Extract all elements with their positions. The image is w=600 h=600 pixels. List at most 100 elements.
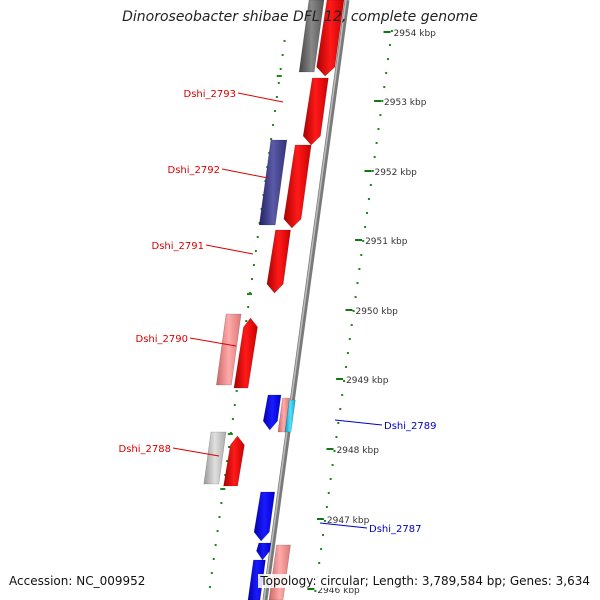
- gc-dot: [228, 446, 231, 448]
- gc-dot: [226, 460, 229, 462]
- gc-dot: [231, 418, 234, 420]
- gc-dot: [273, 110, 276, 112]
- leader-line: [334, 419, 383, 426]
- gene-label: Dshi_2793: [184, 89, 236, 100]
- cds-arrow: [302, 77, 329, 146]
- leader-line: [172, 447, 220, 457]
- gc-dot: [369, 184, 372, 186]
- scale-label: 2946 kbp: [317, 586, 360, 596]
- gc-dot: [383, 86, 386, 88]
- scale-label: 2954 kbp: [393, 29, 436, 39]
- gc-dot: [224, 474, 227, 476]
- scale-tick: [316, 518, 324, 520]
- gene-label: Dshi_2791: [152, 241, 204, 252]
- gc-dot: [352, 310, 355, 312]
- gc-dot: [385, 72, 388, 74]
- label-leaders: Dshi_2793 Dshi_2792 Dshi_2791 Dshi_2790 Dshi…: [119, 89, 437, 535]
- gc-dot: [387, 58, 390, 60]
- cds-arrow: [233, 317, 258, 389]
- gc-dot: [320, 548, 323, 550]
- gc-dash: [227, 433, 233, 435]
- genome-backbone: [262, 0, 350, 600]
- cds-arrow: [283, 144, 312, 229]
- gene-label: Dshi_2789: [384, 421, 436, 432]
- cds-arrow: [266, 229, 291, 294]
- gc-dot: [381, 100, 384, 102]
- scale-tick: [307, 588, 315, 590]
- gene-label: Dshi_2788: [119, 444, 171, 455]
- gc-dot: [367, 198, 370, 200]
- gc-dot: [256, 236, 259, 238]
- gc-dot: [377, 128, 380, 130]
- gc-dot: [325, 506, 328, 508]
- cds-arrow: [258, 139, 288, 226]
- gc-dot: [390, 30, 393, 32]
- cds-arrow: [284, 399, 296, 433]
- gc-dot: [254, 250, 257, 252]
- accession-text: Accession: NC_009952: [7, 574, 148, 588]
- gc-dot: [329, 478, 332, 480]
- scale-tick: [326, 448, 334, 450]
- gc-dot: [348, 338, 351, 340]
- gc-dot: [335, 436, 338, 438]
- gc-dash: [220, 488, 226, 490]
- cds-arrow: [203, 431, 227, 485]
- gc-dot: [235, 390, 238, 392]
- gc-dot: [375, 142, 378, 144]
- gc-dot: [314, 590, 317, 592]
- gc-dot: [339, 408, 342, 410]
- gc-dot: [210, 572, 213, 574]
- scale-tick: [336, 378, 344, 380]
- gc-dot: [214, 544, 217, 546]
- gc-dot: [218, 516, 221, 518]
- gc-dot: [318, 562, 321, 564]
- gc-dot: [247, 306, 250, 308]
- gene-label: Dshi_2790: [136, 334, 188, 345]
- leader-line: [319, 522, 368, 529]
- cds-arrow: [298, 0, 325, 73]
- cds-arrow: [216, 313, 242, 386]
- gc-dot: [208, 586, 211, 588]
- gc-dot: [281, 54, 284, 56]
- gc-dot: [343, 380, 346, 382]
- gc-dot: [360, 254, 363, 256]
- genome-backbone-highlight: [263, 0, 347, 600]
- gc-dot: [371, 170, 374, 172]
- map-title: Dinoroseobacter shibae DFL 12, complete …: [122, 9, 478, 25]
- cds-arrow: [262, 394, 282, 431]
- gc-dot: [379, 114, 382, 116]
- leader-line: [189, 337, 237, 347]
- leader-line: [237, 92, 284, 103]
- gc-dot: [366, 212, 369, 214]
- gc-dot: [354, 296, 357, 298]
- scale-tick: [383, 31, 391, 33]
- gc-dash: [246, 293, 252, 295]
- gc-dot: [356, 282, 359, 284]
- scale-tick: [345, 309, 353, 311]
- gc-dot: [245, 320, 248, 322]
- topology-text: Topology: circular; Length: 3,789,584 bp…: [258, 574, 592, 588]
- gc-dot: [275, 96, 278, 98]
- gc-dot: [388, 44, 391, 46]
- gc-dot: [341, 394, 344, 396]
- gc-dot: [283, 40, 286, 42]
- gc-dot: [364, 226, 367, 228]
- gc-dot: [252, 264, 255, 266]
- scale-tick: [355, 239, 363, 241]
- scale-label: 2953 kbp: [384, 98, 427, 108]
- gene-label: Dshi_2792: [168, 165, 220, 176]
- cds-arrow: [253, 491, 276, 542]
- cds-arrow: [316, 0, 345, 77]
- gc-track-left: [208, 40, 286, 588]
- gc-dot: [323, 520, 326, 522]
- gc-dot: [337, 422, 340, 424]
- gc-dot: [322, 534, 325, 536]
- scale-label: 2950 kbp: [355, 307, 398, 317]
- gc-dot: [212, 558, 215, 560]
- gc-dot: [277, 82, 280, 84]
- cds-arrow: [247, 559, 266, 600]
- scale-label: 2949 kbp: [346, 376, 389, 386]
- gc-dot: [358, 268, 361, 270]
- gc-dot: [331, 464, 334, 466]
